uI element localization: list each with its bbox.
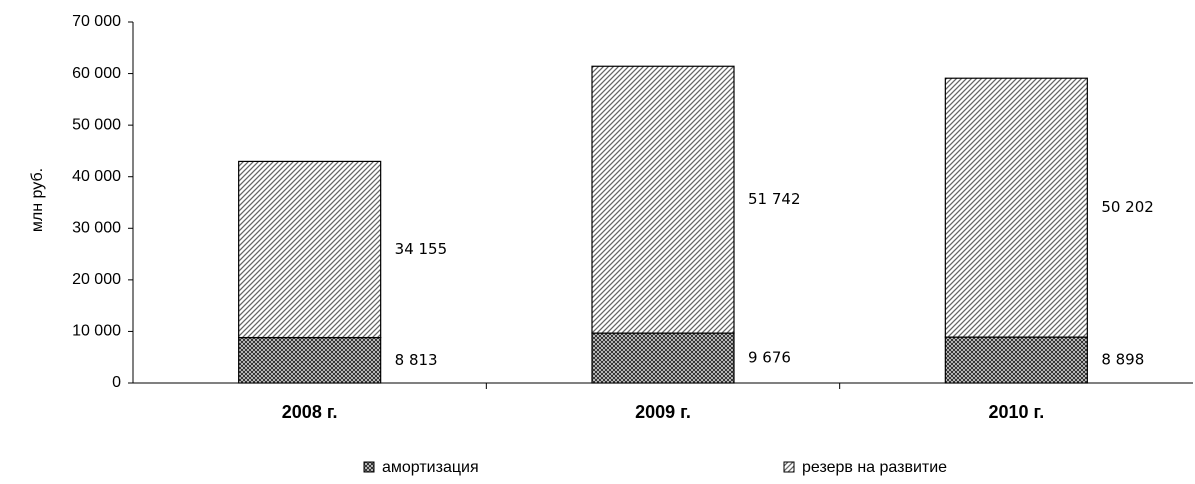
legend-swatch xyxy=(783,461,795,473)
legend-label: резерв на развитие xyxy=(802,459,947,476)
data-label: 51 742 xyxy=(748,190,801,208)
y-tick-label: 60 000 xyxy=(72,65,121,82)
data-label: 34 155 xyxy=(395,240,448,258)
data-label: 8 898 xyxy=(1101,351,1144,369)
bar-segment xyxy=(944,77,1088,338)
y-tick-label: 20 000 xyxy=(72,271,121,288)
bar-segment xyxy=(591,332,735,384)
bar-segment xyxy=(591,65,735,334)
bar-segment xyxy=(238,336,382,384)
x-tick-label: 2010 г. xyxy=(988,402,1044,422)
bar-segment xyxy=(238,160,382,339)
x-tick-label: 2009 г. xyxy=(635,402,691,422)
legend-swatch xyxy=(363,461,375,473)
y-tick-label: 30 000 xyxy=(72,220,121,237)
y-tick-label: 0 xyxy=(112,374,121,391)
y-tick-label: 40 000 xyxy=(72,168,121,185)
y-tick-label: 70 000 xyxy=(72,13,121,30)
y-tick-label: 10 000 xyxy=(72,323,121,340)
legend-label: амортизация xyxy=(382,459,479,476)
data-label: 9 676 xyxy=(748,349,791,367)
data-label: 50 202 xyxy=(1101,198,1154,216)
bar-segment xyxy=(944,336,1088,384)
data-label: 8 813 xyxy=(395,351,438,369)
x-tick-label: 2008 г. xyxy=(282,402,338,422)
y-tick-label: 50 000 xyxy=(72,116,121,133)
y-axis-label: млн руб. xyxy=(29,168,46,232)
